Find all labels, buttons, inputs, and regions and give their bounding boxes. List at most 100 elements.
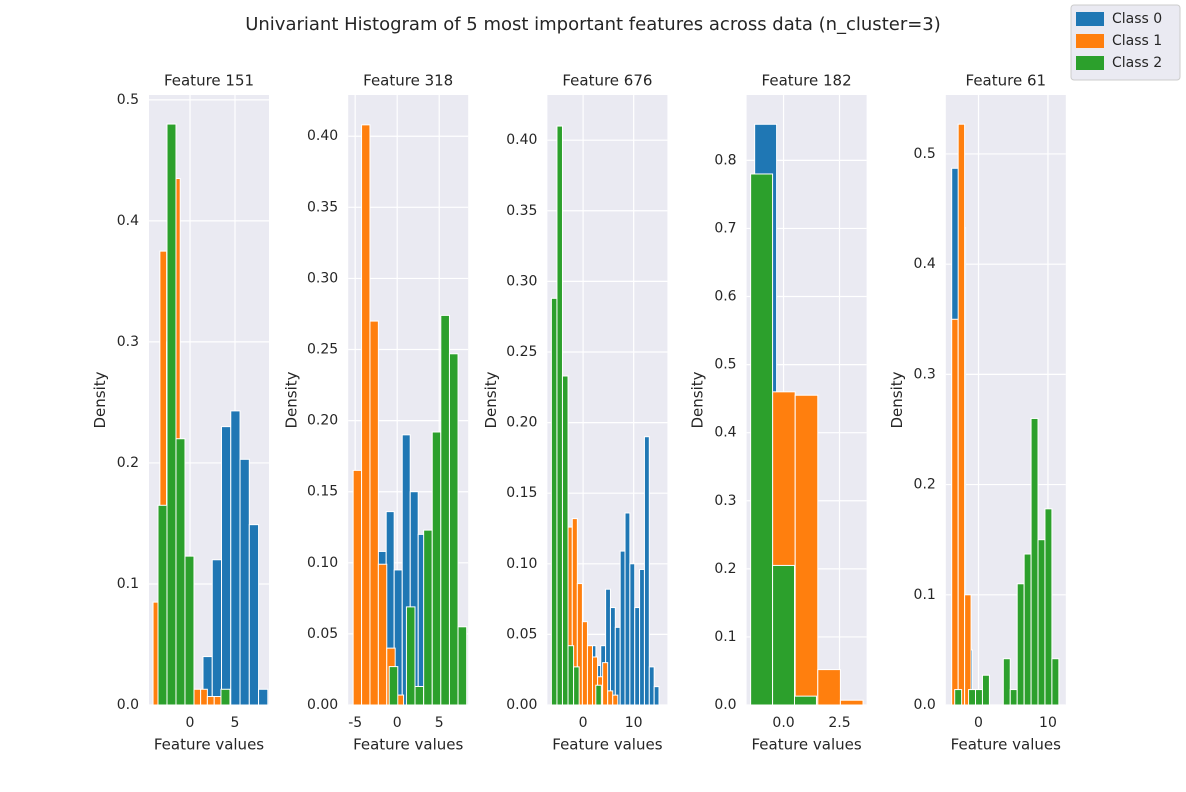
histogram-bar <box>1009 689 1018 706</box>
y-tick-label: 0.5 <box>714 357 736 373</box>
histogram-bar <box>653 686 660 706</box>
y-tick-label: 0.05 <box>307 626 338 642</box>
histogram-bar <box>556 125 563 706</box>
histogram-bar <box>629 563 636 706</box>
y-tick-label: 0.3 <box>714 493 736 509</box>
histogram-bar <box>221 426 232 706</box>
y-tick-label: 0.10 <box>307 555 338 571</box>
y-tick-label: 0.3 <box>914 366 936 382</box>
histogram-bar <box>951 318 959 706</box>
legend-label: Class 0 <box>1112 11 1162 27</box>
histogram-bar <box>794 695 817 706</box>
histogram-bar <box>457 626 468 706</box>
y-tick-label: 0.0 <box>714 697 736 713</box>
histogram-bar <box>175 438 186 706</box>
histogram-bar <box>964 594 972 706</box>
histogram-bar <box>431 431 442 706</box>
histogram-bar <box>239 458 250 706</box>
histogram-bar <box>213 696 222 706</box>
x-tick-label: 0 <box>186 715 195 731</box>
histogram-bar <box>550 297 558 706</box>
x-tick-label: -5 <box>348 715 362 731</box>
histogram-bar <box>230 410 241 706</box>
x-axis-label: Feature values <box>552 736 662 754</box>
histogram-bar <box>607 690 614 706</box>
subplot-title: Feature 151 <box>164 72 254 90</box>
histogram-bar <box>1037 539 1046 706</box>
histogram-bar <box>634 607 641 706</box>
histogram-bar <box>1051 658 1060 706</box>
legend-label: Class 1 <box>1112 33 1162 49</box>
histogram-bar <box>817 669 841 706</box>
histogram-bar <box>361 124 371 706</box>
x-tick-label: 5 <box>231 715 240 731</box>
histogram-bar <box>772 564 796 706</box>
x-axis-label: Feature values <box>751 736 861 754</box>
histogram-bar <box>643 436 650 706</box>
x-axis-label: Feature values <box>353 736 463 754</box>
subplot-title: Feature 182 <box>762 72 852 90</box>
histogram-bar <box>648 666 655 706</box>
x-tick-label: 10 <box>625 715 643 731</box>
histogram-bar <box>157 504 168 706</box>
legend-swatch <box>1076 56 1104 70</box>
y-tick-label: 0.4 <box>117 213 139 229</box>
histogram-bar <box>388 666 399 706</box>
y-tick-label: 0.1 <box>714 629 736 645</box>
histogram-bar <box>1023 553 1032 706</box>
y-tick-label: 0.30 <box>506 273 537 289</box>
y-tick-label: 0.15 <box>506 485 537 501</box>
histogram-bar <box>968 689 977 706</box>
histogram-bar <box>614 626 621 706</box>
histogram-bar <box>220 688 231 706</box>
y-tick-label: 0.5 <box>914 146 936 162</box>
histogram-bar <box>595 684 602 706</box>
histogram-bar <box>981 674 990 706</box>
y-axis-label: Density <box>283 371 301 428</box>
y-tick-label: 0.1 <box>117 576 139 592</box>
histogram-bar <box>954 689 963 706</box>
x-tick-label: 0 <box>974 715 983 731</box>
x-tick-label: 5 <box>435 715 444 731</box>
y-tick-label: 0.20 <box>307 413 338 429</box>
y-tick-label: 0.00 <box>506 697 537 713</box>
histogram-bar <box>200 688 208 706</box>
histogram-bar <box>602 662 609 706</box>
histogram-bar <box>619 550 626 706</box>
figure-title: Univariant Histogram of 5 most important… <box>245 14 941 35</box>
histogram-bar <box>1030 417 1039 706</box>
y-tick-label: 0.4 <box>714 425 736 441</box>
x-axis-label: Feature values <box>154 736 264 754</box>
histogram-bar <box>258 688 269 706</box>
histogram-bar <box>377 563 388 706</box>
histogram-bar <box>624 512 631 706</box>
histogram-bar <box>440 314 450 706</box>
histogram-bar <box>211 559 223 706</box>
y-tick-label: 0.0 <box>117 697 139 713</box>
x-tick-label: 10 <box>1039 715 1057 731</box>
histogram-bar <box>957 123 966 706</box>
y-tick-label: 0.05 <box>506 626 537 642</box>
y-tick-label: 0.4 <box>914 256 936 272</box>
histogram-bar <box>423 529 433 706</box>
y-tick-label: 0.00 <box>307 697 338 713</box>
subplot-title: Feature 61 <box>966 72 1047 90</box>
y-tick-label: 0.30 <box>307 270 338 286</box>
y-tick-label: 0.5 <box>117 92 139 108</box>
histogram-bar <box>561 375 569 706</box>
y-axis-label: Density <box>689 371 707 428</box>
subplot-title: Feature 318 <box>363 72 453 90</box>
y-tick-label: 0.35 <box>506 203 537 219</box>
y-tick-label: 0.6 <box>714 289 736 305</box>
y-axis-label: Density <box>482 371 500 428</box>
histogram-bar <box>639 568 645 706</box>
histogram-bar <box>352 469 363 706</box>
x-tick-label: 2.5 <box>828 715 850 731</box>
histogram-bar <box>573 666 580 706</box>
histogram-bar <box>369 320 379 706</box>
y-tick-label: 0.20 <box>506 415 537 431</box>
histogram-bar <box>839 699 864 706</box>
histogram-bar <box>166 123 177 706</box>
histogram-bar <box>581 621 588 706</box>
